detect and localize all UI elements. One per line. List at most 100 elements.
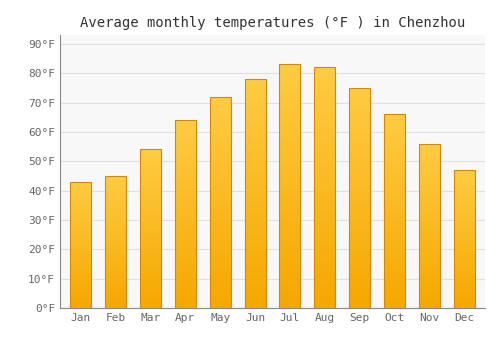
Bar — [106, 210, 126, 213]
Bar — [106, 298, 126, 300]
Bar — [210, 101, 231, 105]
Bar — [454, 294, 474, 297]
Bar — [244, 262, 266, 267]
Bar — [70, 252, 92, 255]
Bar — [419, 305, 440, 308]
Bar — [70, 232, 92, 235]
Bar — [349, 255, 370, 260]
Bar — [175, 218, 196, 222]
Bar — [384, 223, 405, 227]
Bar — [70, 225, 92, 227]
Bar — [349, 149, 370, 154]
Bar — [244, 106, 266, 111]
Bar — [384, 207, 405, 211]
Bar — [419, 288, 440, 292]
Bar — [454, 297, 474, 300]
Bar — [454, 267, 474, 270]
Bar — [384, 126, 405, 130]
Bar — [210, 173, 231, 177]
Bar — [210, 160, 231, 164]
Bar — [175, 135, 196, 139]
Bar — [280, 89, 300, 93]
Bar — [419, 229, 440, 232]
Bar — [349, 198, 370, 202]
Bar — [210, 139, 231, 143]
Bar — [419, 268, 440, 272]
Bar — [454, 223, 474, 225]
Bar — [314, 255, 335, 260]
Bar — [454, 280, 474, 283]
Bar — [70, 280, 92, 283]
Bar — [175, 169, 196, 173]
Bar — [454, 272, 474, 275]
Bar — [210, 109, 231, 113]
Bar — [384, 188, 405, 192]
Bar — [349, 246, 370, 251]
Bar — [244, 166, 266, 170]
Bar — [244, 97, 266, 102]
Bar — [349, 110, 370, 114]
Bar — [244, 253, 266, 258]
Bar — [454, 198, 474, 201]
Bar — [454, 189, 474, 192]
Bar — [106, 184, 126, 187]
Bar — [140, 168, 161, 172]
Bar — [175, 146, 196, 150]
Bar — [454, 184, 474, 187]
Bar — [106, 295, 126, 298]
Bar — [314, 72, 335, 77]
Bar — [419, 193, 440, 196]
Bar — [419, 219, 440, 223]
Bar — [140, 191, 161, 194]
Bar — [280, 220, 300, 225]
Bar — [454, 292, 474, 294]
Bar — [419, 167, 440, 170]
Bar — [419, 157, 440, 160]
Bar — [384, 141, 405, 145]
Bar — [349, 119, 370, 123]
Bar — [140, 172, 161, 175]
Bar — [106, 176, 126, 308]
Bar — [175, 267, 196, 271]
Bar — [349, 145, 370, 149]
Bar — [280, 162, 300, 167]
Bar — [210, 131, 231, 135]
Bar — [210, 300, 231, 304]
Bar — [314, 178, 335, 183]
Bar — [70, 230, 92, 232]
Bar — [210, 97, 231, 101]
Bar — [454, 195, 474, 198]
Bar — [384, 192, 405, 196]
Bar — [175, 161, 196, 165]
Bar — [70, 237, 92, 240]
Bar — [454, 201, 474, 203]
Bar — [175, 131, 196, 135]
Bar — [210, 291, 231, 295]
Bar — [210, 257, 231, 261]
Bar — [175, 191, 196, 195]
Bar — [314, 144, 335, 149]
Bar — [280, 138, 300, 142]
Bar — [454, 278, 474, 280]
Bar — [210, 245, 231, 249]
Bar — [314, 159, 335, 163]
Bar — [70, 217, 92, 220]
Bar — [419, 213, 440, 216]
Bar — [419, 285, 440, 288]
Bar — [384, 149, 405, 153]
Bar — [349, 158, 370, 163]
Bar — [175, 229, 196, 233]
Bar — [280, 181, 300, 186]
Bar — [70, 293, 92, 295]
Bar — [244, 175, 266, 180]
Bar — [349, 172, 370, 176]
Bar — [454, 211, 474, 214]
Bar — [210, 215, 231, 219]
Bar — [175, 206, 196, 210]
Bar — [175, 158, 196, 161]
Bar — [314, 116, 335, 120]
Bar — [349, 132, 370, 136]
Bar — [244, 225, 266, 230]
Bar — [244, 198, 266, 203]
Bar — [210, 261, 231, 266]
